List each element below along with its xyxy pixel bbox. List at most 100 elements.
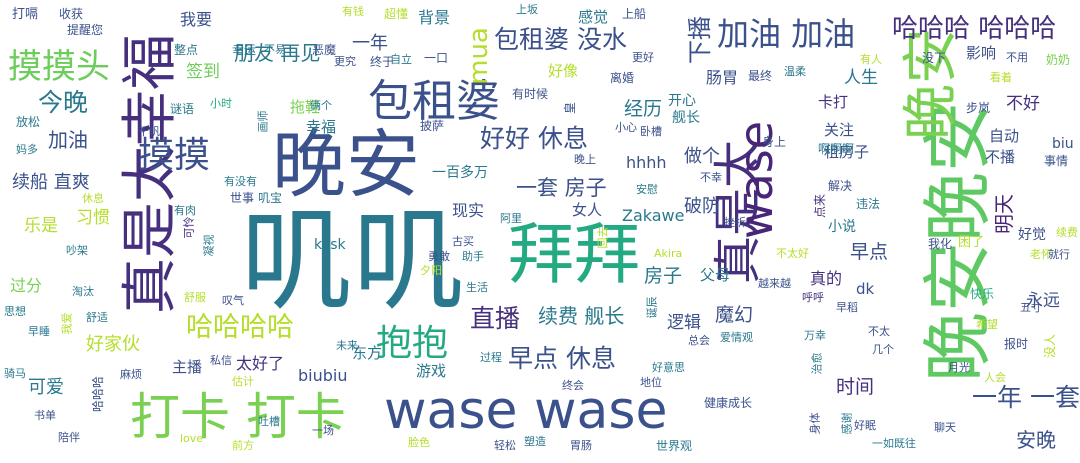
word-ganjue: 感觉 [578, 8, 609, 26]
word-zhende: 真的 [810, 269, 843, 288]
word-dongfang: 东方 [352, 344, 383, 362]
word-yirujiwang: 一如既往 [872, 437, 916, 450]
word-peiban: 陪伴 [58, 431, 80, 444]
word-kunle: 困了 [958, 235, 985, 250]
word-ali: 阿里 [500, 212, 522, 225]
word-yikou: 一口 [424, 51, 449, 65]
word-kaixin: 开心 [668, 93, 696, 109]
word-dage: 打嗝 [12, 7, 39, 22]
word-xingyun: 幸运 [232, 43, 257, 57]
word-kanzhe: 看着 [990, 71, 1012, 84]
word-nvren: 女人 [572, 201, 603, 219]
word-buyong: 不用 [1006, 51, 1028, 64]
word-shiqing: 事情 [1044, 154, 1069, 168]
word-wanxing: 万幸 [804, 329, 826, 342]
word-bubo: 不播 [985, 148, 1016, 166]
word-zonghui: 总会 [688, 334, 710, 347]
word-youshihou: 有时候 [512, 87, 549, 101]
word-butaihao: 不太好 [776, 247, 809, 260]
word-woai: 我爱 [60, 312, 74, 335]
word-shufu: 舒服 [184, 291, 206, 304]
word-xiguan: 习惯 [76, 208, 110, 228]
word-taotai: 淘汰 [72, 285, 94, 298]
word-ningshi: 凝视 [202, 234, 216, 257]
word-yinian: 一年 [352, 33, 388, 54]
word-zhubo: 主播 [172, 358, 203, 376]
word-lianse: 脸色 [408, 436, 430, 449]
word-xiyang: 夕阳 [420, 264, 442, 277]
word-guocheng: 过程 [480, 351, 502, 364]
word-dianlai: 点来 [813, 193, 828, 219]
word-jianzhang: 舰长 [672, 110, 700, 126]
word-guofen: 过分 [10, 276, 43, 295]
word-momo: 摸摸 [138, 135, 211, 176]
word-jiji: 叽叽 [240, 196, 464, 326]
word-pengyou-zaijian: 朋友 再见 [234, 41, 321, 65]
word-shangban: 上坂 [516, 3, 538, 16]
word-shijieguan: 世界观 [656, 439, 693, 453]
word-qima: 骑马 [4, 367, 26, 380]
word-youren: 有人 [860, 53, 882, 66]
word-qianfan: 千帆 [138, 125, 160, 138]
word-suzao: 塑造 [524, 435, 546, 448]
word-baozupo: 包租婆 [368, 76, 500, 127]
word-shishi: 世事 [230, 191, 255, 205]
word-shouhuo: 收获 [59, 7, 84, 21]
word-danchen: 诞辰 [645, 296, 659, 319]
word-jiuxing: 就行 [1048, 248, 1070, 261]
word-xuchuan-zhishuang: 续船 直爽 [12, 172, 90, 193]
word-xianshi: 现实 [452, 201, 485, 220]
word-mua: mua [463, 27, 494, 85]
word-weifa: 违法 [856, 197, 881, 211]
word-zaodao: 早稻 [836, 301, 858, 314]
word-zhushou: 助手 [462, 250, 484, 263]
word-xufei-jianzhang: 续费 舰长 [538, 304, 625, 328]
word-jiayou: 加油 [48, 128, 88, 152]
word-huiqu: 回去 [596, 226, 610, 249]
word-cuozhe: 挫折 [724, 216, 746, 229]
word-wucun: 五寸 [1020, 301, 1042, 314]
word-miyu: 谜语 [170, 102, 195, 116]
word-hahaha: 哈哈哈 [91, 375, 106, 413]
word-shijian: 时间 [836, 376, 875, 398]
word-baobao: 抱抱 [376, 323, 449, 364]
word-zufangzi: 租房子 [824, 143, 870, 161]
word-wanan-main: 晚安 [272, 122, 420, 208]
word-kksk: kksk [314, 237, 346, 253]
word-wohua: 我化 [928, 237, 953, 251]
word-hahaha-hahaha: 哈哈哈 哈哈哈 [892, 14, 1057, 44]
word-sixin: 私信 [210, 354, 232, 367]
word-buxing: 不幸 [700, 171, 722, 184]
word-yitao-fangzi: 一套 房子 [516, 176, 607, 200]
word-xiaoshi: 小时 [210, 97, 232, 110]
word-meiren: 没人 [1043, 333, 1058, 359]
word-woyao: 我要 [180, 10, 213, 29]
word-liage: 俩个 [310, 99, 332, 112]
word-bulan: 步岚 [966, 101, 991, 115]
word-mohuan: 魔幻 [715, 304, 754, 326]
word-chaodong: 超懂 [384, 7, 409, 21]
word-baozupo-meishui: 包租婆 没水 [494, 25, 627, 54]
word-zhibo: 直播 [470, 304, 521, 333]
word-tucao: 吐槽 [258, 415, 280, 428]
word-renhui: 人会 [984, 371, 1006, 384]
word-yueguang: 月光 [948, 361, 970, 374]
word-liaotian: 聊天 [934, 421, 956, 434]
word-jiayou-jiayou: 加油 加油 [717, 15, 856, 53]
word-anwan: 安晚 [1016, 428, 1056, 452]
word-haomian: 好眠 [854, 419, 876, 432]
word-pisa: 披萨 [420, 119, 445, 133]
word-biubiu: biubiu [298, 366, 348, 385]
word-yinian-yitao: 一年 一套 [972, 383, 1080, 412]
word-kuaile: 快乐 [970, 287, 995, 301]
word-laohuai: 老怀 [1030, 248, 1052, 261]
word-xiuxi: 休息 [82, 192, 104, 205]
word-zaodian: 早点 [850, 241, 889, 263]
word-aaa: 啊啊啊 [818, 142, 855, 156]
word-taihaole: 太好了 [236, 354, 285, 373]
word-jingli: 经历 [624, 98, 663, 120]
word-baibai: 拜拜 [508, 216, 640, 293]
word-biu: biu [1052, 136, 1074, 152]
word-wanan-vertical: 晚安 [899, 28, 964, 140]
